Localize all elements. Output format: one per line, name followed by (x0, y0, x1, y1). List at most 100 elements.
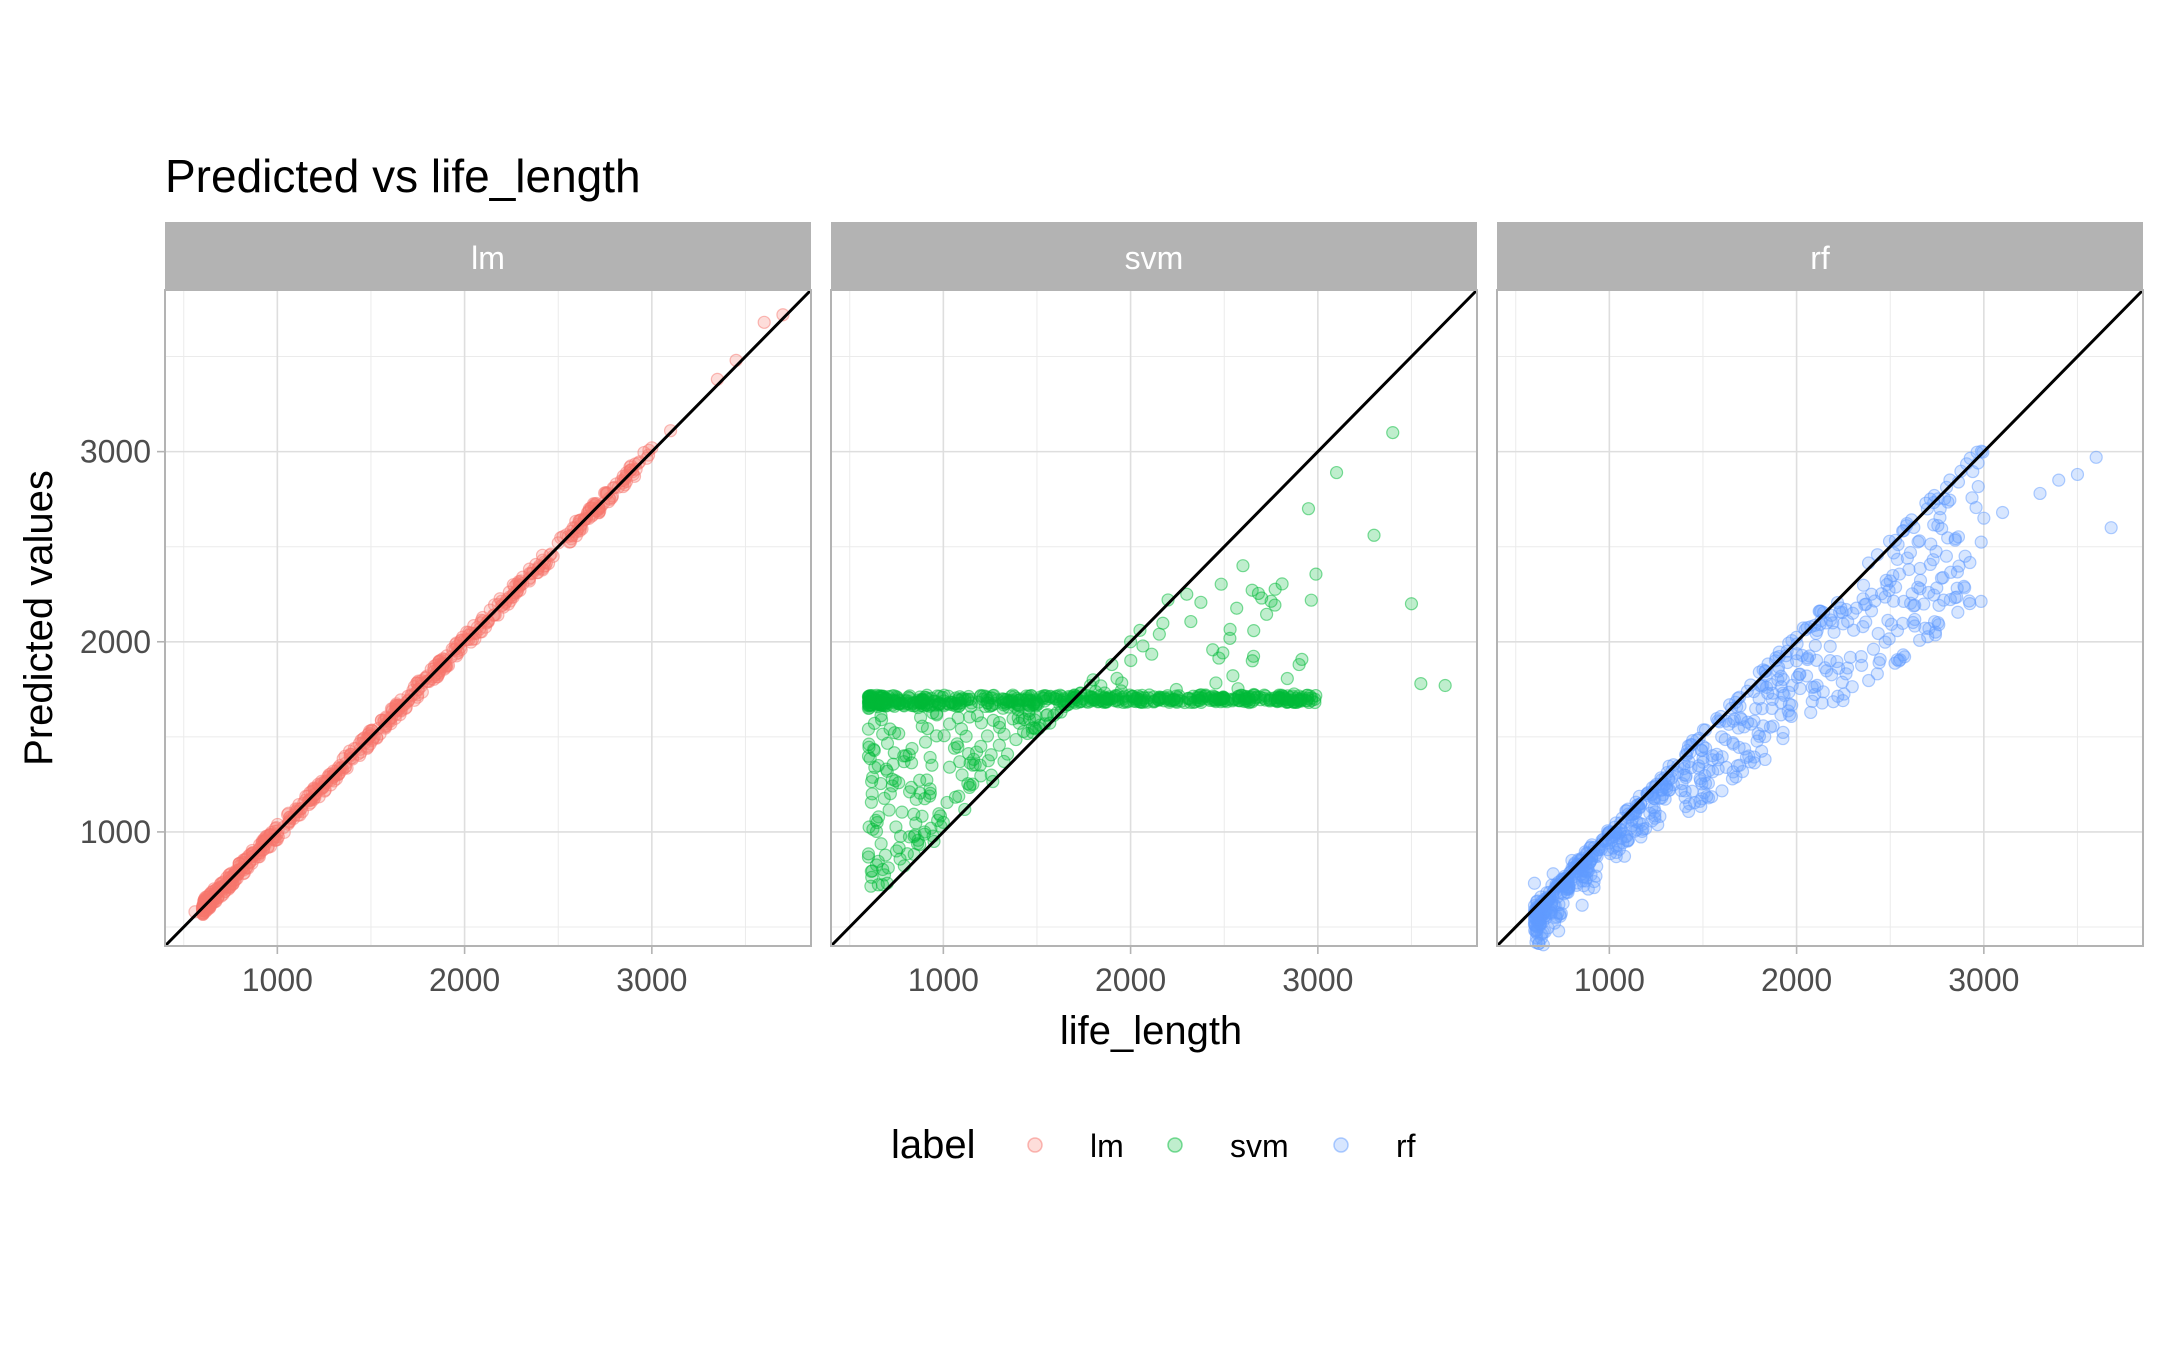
point (1194, 595, 1208, 609)
reference-line (163, 288, 813, 948)
point (1826, 695, 1840, 709)
point (1965, 491, 1979, 505)
point (879, 695, 893, 710)
point (1715, 750, 1729, 764)
point (929, 729, 944, 743)
x-tick-label: 1000 (242, 962, 313, 998)
point (286, 811, 301, 826)
point (1268, 598, 1282, 612)
point (866, 770, 880, 784)
point (1102, 692, 1116, 706)
point (942, 760, 957, 774)
point (1782, 697, 1796, 711)
legend-label-lm: lm (1090, 1128, 1124, 1164)
point (1554, 906, 1568, 920)
point (878, 848, 893, 862)
panel-border (164, 289, 812, 947)
point (1304, 593, 1318, 607)
point (1903, 545, 1918, 560)
point (871, 810, 886, 824)
point (908, 698, 922, 713)
point (892, 841, 906, 855)
panel-lm: lm 1000 2000 3000 1000 2000 3000 (80, 222, 813, 998)
point (885, 772, 899, 786)
point (877, 791, 891, 805)
point (1145, 647, 1159, 661)
point (1776, 686, 1790, 700)
point (1575, 898, 1589, 912)
point (1995, 505, 2010, 520)
point (1183, 692, 1197, 706)
point (886, 757, 900, 771)
point (1835, 675, 1849, 689)
point (1804, 705, 1818, 720)
point (864, 795, 878, 809)
point (964, 696, 978, 710)
point (997, 727, 1011, 741)
point (1823, 639, 1837, 653)
point (2070, 467, 2085, 482)
point (462, 628, 476, 642)
point (909, 816, 923, 830)
point (1836, 617, 1850, 631)
x-tick-label: 3000 (1282, 962, 1353, 998)
point (1819, 664, 1834, 678)
point (923, 786, 937, 800)
point (1246, 649, 1261, 663)
point (1110, 671, 1124, 686)
point (349, 742, 363, 756)
point (1386, 426, 1400, 440)
point (1367, 528, 1381, 542)
point (1156, 616, 1170, 630)
y-axis-label: Predicted values (17, 470, 61, 766)
point (1136, 639, 1150, 653)
point (1879, 573, 1893, 587)
point (874, 837, 888, 851)
point (1873, 652, 1887, 667)
point (1931, 616, 1945, 630)
point (481, 614, 495, 628)
strip-label-svm: svm (1125, 240, 1184, 276)
point (864, 879, 878, 893)
y-tick-label: 1000 (80, 814, 151, 850)
point (867, 742, 881, 756)
point (1913, 582, 1927, 596)
point (866, 822, 880, 836)
point (920, 773, 934, 787)
point (1404, 597, 1419, 611)
points-svm (861, 426, 1452, 893)
y-tick-label: 2000 (80, 624, 151, 660)
point (2089, 450, 2103, 464)
point (893, 829, 908, 843)
point (592, 502, 606, 516)
point (962, 780, 977, 795)
point (1251, 586, 1266, 601)
point (1293, 692, 1307, 707)
point (1530, 919, 1545, 933)
point (1727, 712, 1741, 726)
point (980, 729, 995, 743)
point (1223, 631, 1237, 645)
point (1247, 624, 1261, 638)
point (963, 710, 977, 724)
point (1275, 577, 1289, 591)
point (1236, 559, 1250, 573)
point (1923, 557, 1937, 572)
point (1776, 725, 1790, 740)
point (1908, 612, 1922, 627)
point (606, 481, 620, 495)
point (1693, 794, 1707, 808)
point (1022, 707, 1036, 721)
point (1963, 555, 1977, 570)
point (1552, 924, 1566, 938)
point (1264, 594, 1278, 608)
point (1280, 671, 1294, 686)
point (1859, 597, 1873, 611)
point (940, 795, 954, 810)
point (1711, 762, 1725, 776)
y-tick-label: 3000 (80, 434, 151, 470)
point (920, 696, 935, 710)
point (1295, 652, 1309, 666)
strip-lm (165, 222, 811, 290)
point (1933, 510, 1947, 525)
